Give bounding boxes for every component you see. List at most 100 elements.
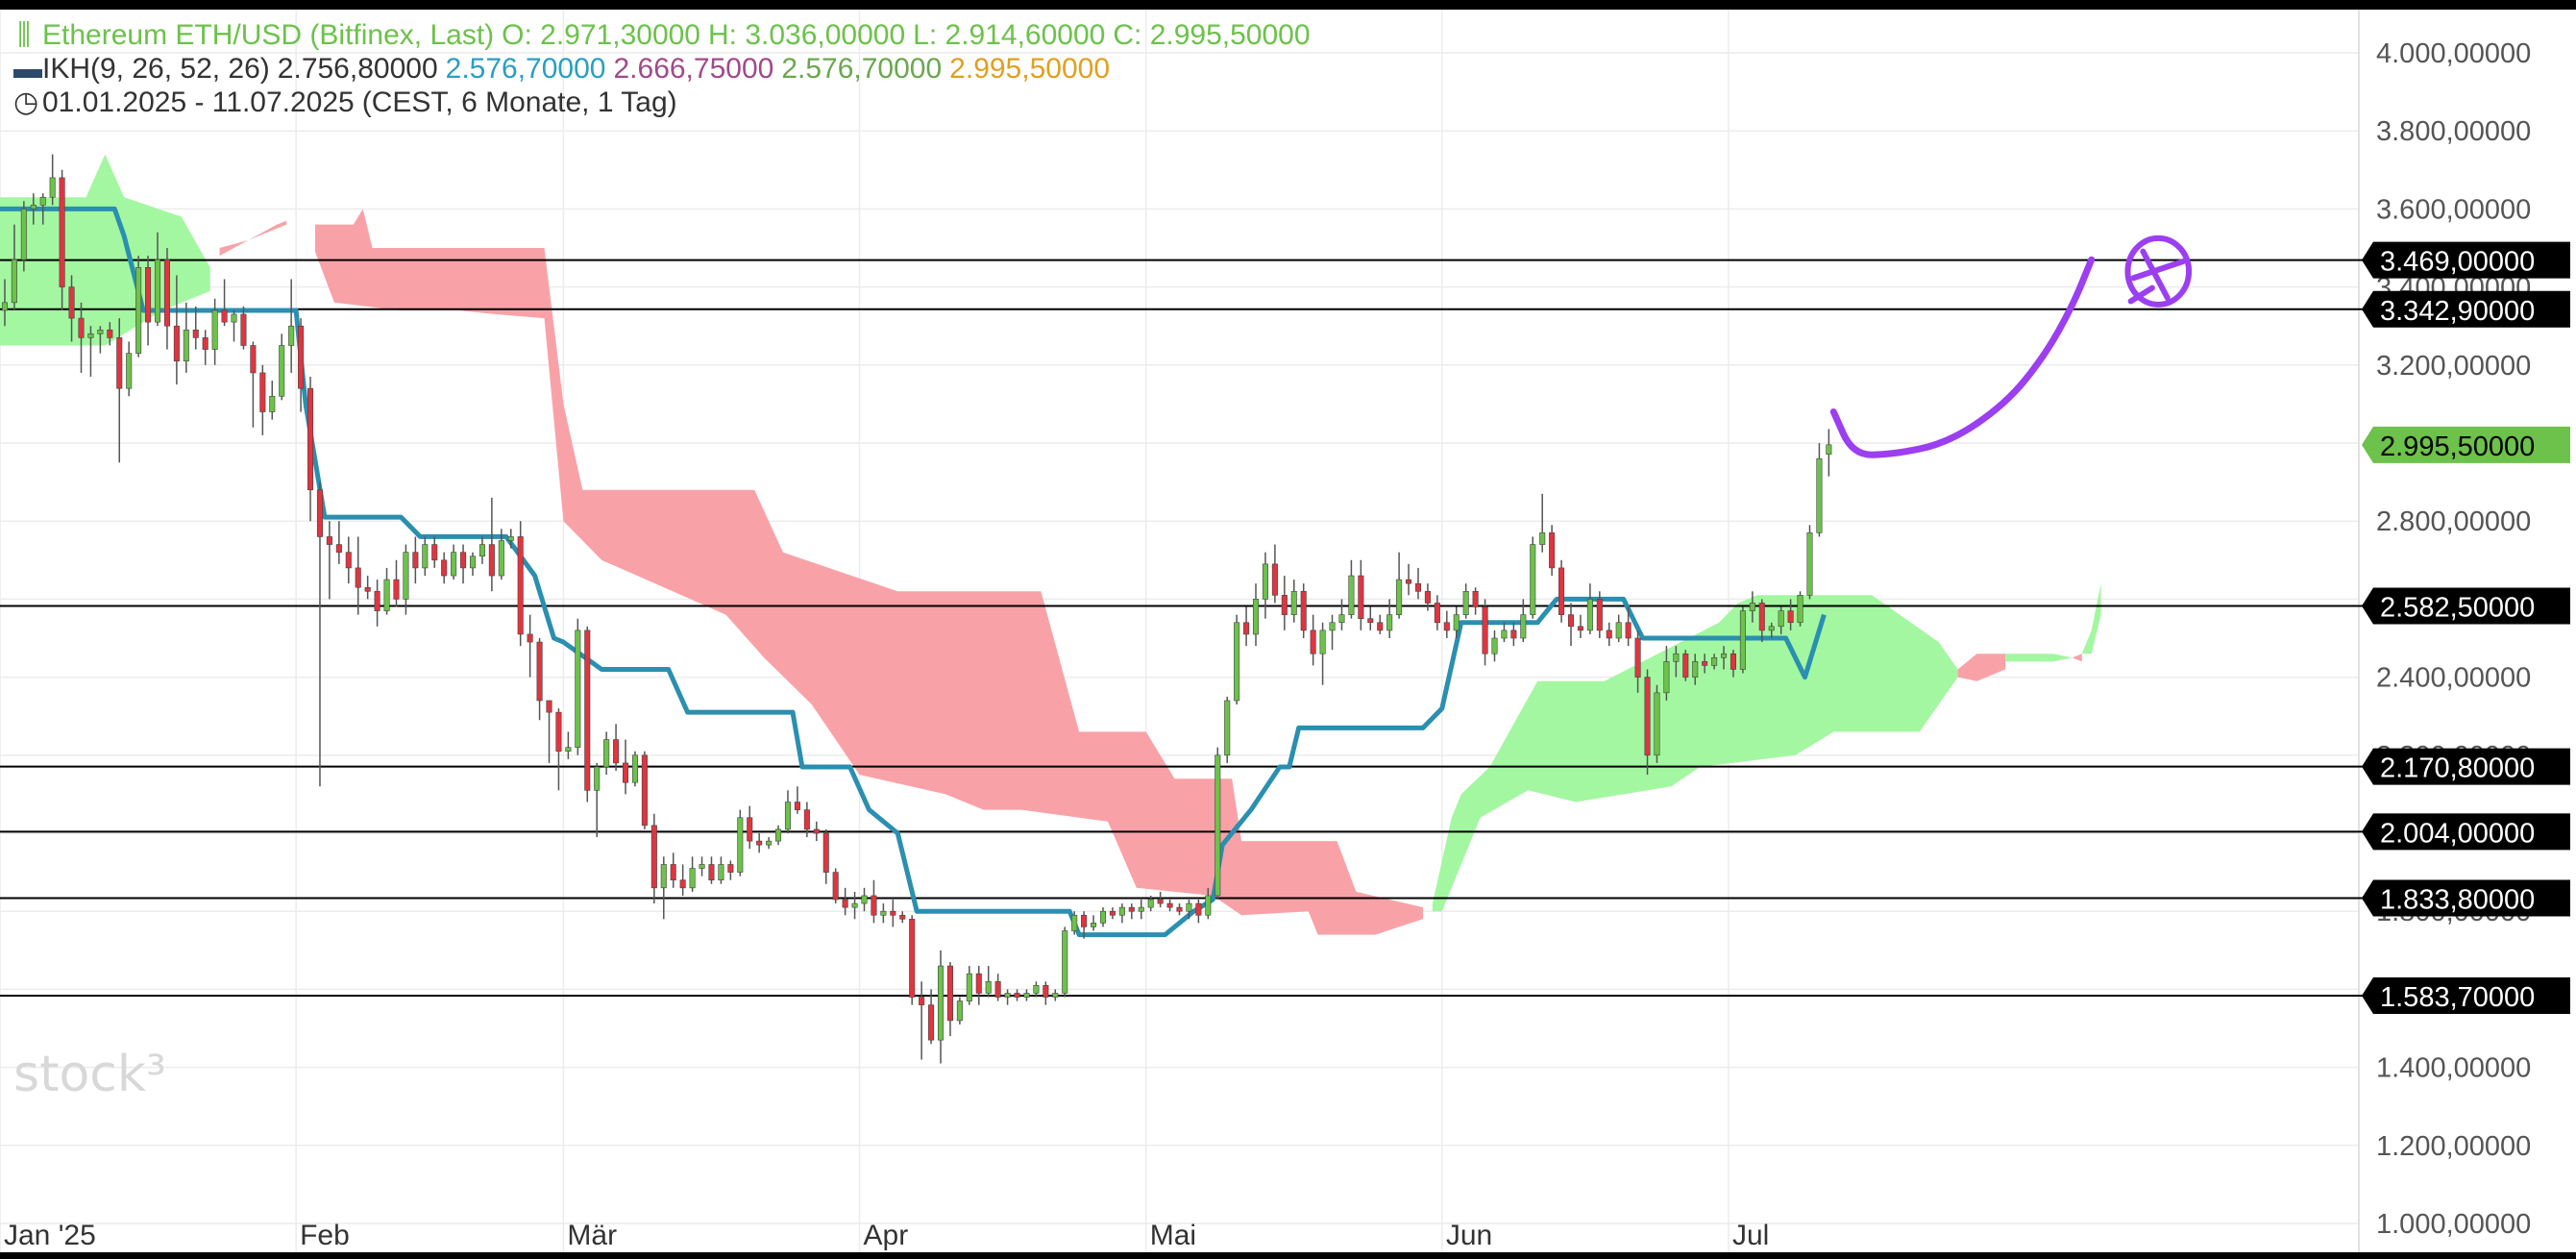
- candle-body: [909, 919, 916, 998]
- candle: [507, 529, 514, 549]
- candle: [307, 376, 314, 522]
- legend-indicator-row: ▬IKH(9, 26, 52, 26) 2.756,80000 2.576,7000…: [13, 53, 1117, 86]
- candle: [1138, 900, 1144, 920]
- candle: [1768, 622, 1775, 638]
- candle: [326, 521, 332, 600]
- candle-body: [383, 579, 390, 611]
- candle-body: [1778, 610, 1784, 628]
- y-tick-label: 1.200,00000: [2376, 1131, 2531, 1162]
- candle: [1596, 591, 1603, 638]
- candle-body: [1290, 590, 1297, 615]
- candle-body: [431, 544, 438, 561]
- candle-body: [727, 864, 734, 873]
- candle-body: [747, 817, 753, 842]
- candle-body: [1234, 622, 1240, 702]
- cloud-bull: [2005, 654, 2073, 662]
- candle-body: [1138, 906, 1144, 912]
- candle: [1281, 576, 1288, 630]
- level-badge: 1.833,80000: [2362, 879, 2570, 917]
- candle: [20, 201, 27, 272]
- candle: [1367, 606, 1374, 630]
- candle: [211, 298, 218, 365]
- y-tick-label: 1.400,00000: [2376, 1053, 2531, 1084]
- candle-body: [1014, 993, 1020, 998]
- candle: [890, 900, 896, 927]
- grid: [0, 10, 2360, 1252]
- time-axis[interactable]: Jan '25 Feb Mär Apr Mai Jun Jul: [4, 1220, 1769, 1251]
- candle: [1482, 599, 1488, 666]
- level-badge: 3.342,90000: [2362, 290, 2570, 328]
- candle-body: [11, 259, 17, 304]
- candle-body: [1634, 637, 1641, 678]
- candle-body: [1491, 637, 1498, 654]
- candle-body: [679, 879, 686, 889]
- candle: [832, 868, 839, 904]
- legend-ikh-value-1: 2.756,80000: [277, 53, 438, 85]
- candle: [565, 731, 572, 759]
- candle: [1778, 606, 1784, 634]
- level-badge-label: 2.582,50000: [2380, 593, 2535, 624]
- candle: [49, 154, 56, 206]
- candle-body: [956, 1000, 963, 1022]
- candle-body: [107, 329, 113, 338]
- candle-body: [1739, 610, 1746, 670]
- candle-body: [708, 864, 715, 881]
- candle-body: [1004, 993, 1011, 998]
- chart-background: [0, 10, 2576, 1252]
- candle: [269, 381, 276, 420]
- candle: [87, 326, 94, 377]
- candle-body: [861, 895, 868, 904]
- y-tick-label: 4.000,00000: [2376, 38, 2531, 69]
- candle: [383, 567, 390, 615]
- candle-body: [68, 286, 75, 319]
- candle: [498, 529, 504, 580]
- candle: [1243, 606, 1250, 647]
- candle-body: [460, 552, 467, 569]
- x-tick-label: Jul: [1732, 1220, 1769, 1251]
- candle-body: [1205, 895, 1212, 916]
- candle-body: [269, 395, 276, 412]
- candle-body: [145, 266, 152, 323]
- candle-body: [30, 205, 37, 210]
- candle: [803, 802, 810, 838]
- candle-body: [173, 325, 180, 362]
- candle: [1186, 900, 1192, 920]
- level-badge-label: 2.170,80000: [2380, 753, 2535, 784]
- candle-body: [1, 302, 9, 311]
- candle: [231, 309, 237, 342]
- candle-body: [126, 353, 133, 389]
- candle-body: [1252, 599, 1260, 635]
- candle: [30, 193, 37, 225]
- candle: [1118, 903, 1125, 924]
- candle-body: [650, 825, 657, 889]
- level-badge: 1.583,70000: [2362, 977, 2570, 1015]
- candlestick-icon: ⫼: [17, 19, 31, 51]
- candle: [1166, 900, 1173, 912]
- candle-body: [355, 567, 361, 588]
- level-badge-bg: [2362, 879, 2570, 917]
- candle-body: [1644, 677, 1651, 756]
- candle-body: [822, 832, 829, 873]
- candle: [1567, 603, 1575, 647]
- level-badge: 2.004,00000: [2362, 813, 2570, 851]
- candle: [145, 256, 152, 346]
- x-tick-label: Mai: [1150, 1220, 1196, 1251]
- candle: [1634, 630, 1641, 693]
- level-badge-bg: [2362, 977, 2570, 1015]
- candles[interactable]: [1, 154, 1832, 1064]
- candle-body: [851, 902, 858, 908]
- y-tick-label: 3.800,00000: [2376, 116, 2531, 147]
- candle: [641, 751, 648, 829]
- candle: [135, 256, 142, 358]
- candle: [1319, 622, 1326, 685]
- y-tick-label: 2.800,00000: [2376, 506, 2531, 537]
- candle-body: [20, 209, 27, 260]
- candle: [1099, 907, 1107, 927]
- level-badge: 3.469,00000: [2362, 241, 2570, 279]
- candle-body: [288, 325, 295, 346]
- candle: [756, 833, 763, 853]
- candle-body: [575, 630, 581, 748]
- candle: [1692, 654, 1699, 685]
- price-chart[interactable]: 4.000,000003.800,000003.600,000003.400,0…: [0, 10, 2576, 1252]
- candle-body: [1549, 532, 1556, 569]
